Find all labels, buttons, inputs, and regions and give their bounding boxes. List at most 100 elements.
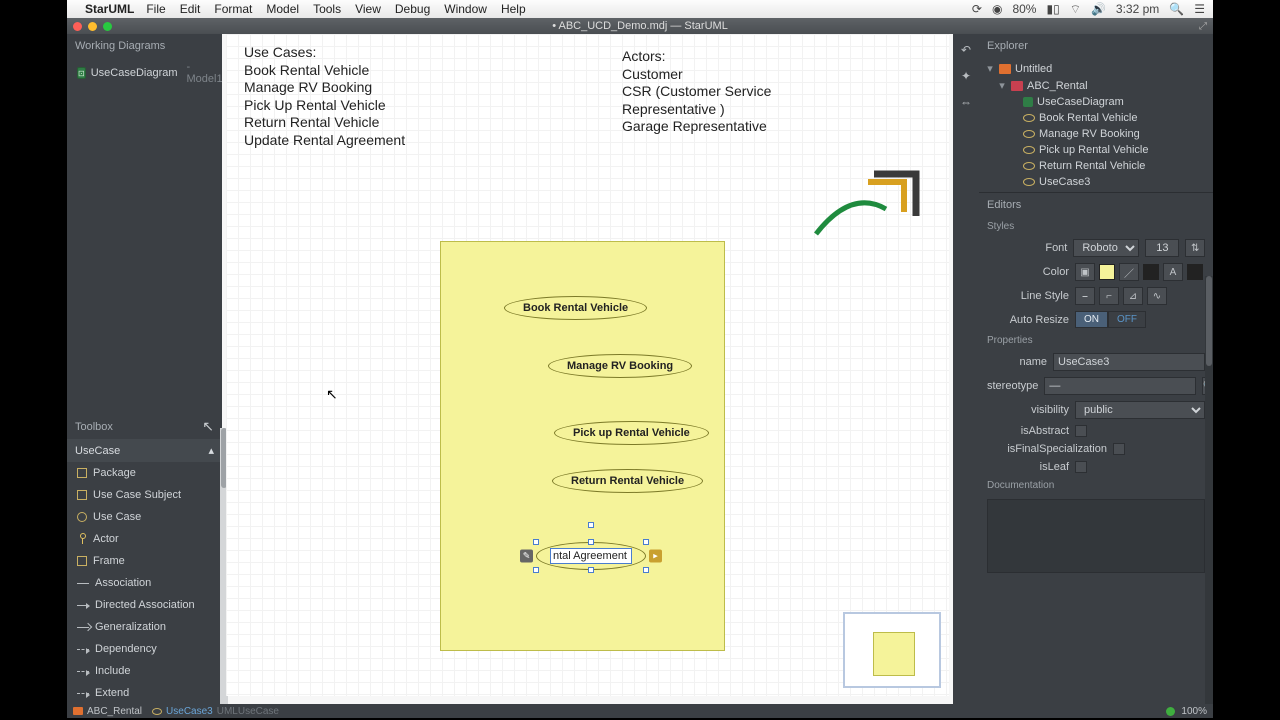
leaf-checkbox[interactable] (1075, 461, 1087, 473)
toolbox-section[interactable]: UseCase ▴ (67, 439, 222, 462)
usecase-icon (152, 708, 162, 715)
gauge-icon[interactable]: ◉ (992, 2, 1002, 16)
abs-label: isAbstract (987, 425, 1069, 437)
working-diagram-suffix: - Model1 (187, 61, 223, 85)
subject-icon (77, 490, 87, 500)
font-select[interactable]: Roboto (1073, 239, 1139, 257)
linestyle-2[interactable]: ⌐ (1099, 287, 1119, 305)
left-sidebar: Working Diagrams ⊡ UseCaseDiagram - Mode… (67, 34, 222, 704)
font-size-input[interactable] (1145, 239, 1179, 257)
battery-icon[interactable]: ▮▯ (1046, 2, 1059, 16)
color-label: Color (987, 266, 1069, 278)
text-icon[interactable]: A (1163, 263, 1183, 281)
tool-dependency[interactable]: Dependency (67, 638, 222, 660)
window-titlebar[interactable]: • ABC_UCD_Demo.mdj — StarUML ⤢ (67, 18, 1213, 34)
app-name[interactable]: StarUML (85, 2, 134, 16)
menu-edit[interactable]: Edit (180, 2, 201, 16)
text-actors: Actors: Customer CSR (Customer Service R… (622, 48, 771, 136)
text-usecases: Use Cases: Book Rental Vehicle Manage RV… (244, 44, 405, 149)
stereo-input[interactable] (1044, 377, 1196, 395)
menu-tools[interactable]: Tools (313, 2, 341, 16)
tool-package[interactable]: Package (67, 462, 222, 484)
explorer-tree[interactable]: ▾Untitled ▾ABC_Rental UseCaseDiagram Boo… (979, 58, 1213, 192)
properties-header: Properties (979, 331, 1213, 350)
fill-icon[interactable]: ▣ (1075, 263, 1095, 281)
tool-directed-association[interactable]: Directed Association (67, 594, 222, 616)
wifi-icon[interactable]: ⌔ (1070, 2, 1081, 17)
spotlight-icon[interactable]: 🔍 (1169, 2, 1184, 16)
menu-debug[interactable]: Debug (395, 2, 430, 16)
font-label: Font (987, 242, 1067, 254)
tool-frame[interactable]: Frame (67, 550, 222, 572)
usecase-return[interactable]: Return Rental Vehicle (552, 469, 703, 493)
usecase-name-input[interactable] (550, 548, 632, 564)
menu-model[interactable]: Model (266, 2, 299, 16)
menu-help[interactable]: Help (501, 2, 526, 16)
text-swatch[interactable] (1187, 264, 1203, 280)
diagram-canvas[interactable]: Use Cases: Book Rental Vehicle Manage RV… (226, 34, 949, 696)
doc-textarea[interactable] (987, 499, 1205, 573)
breadcrumb-element[interactable]: UseCase3UMLUseCase (152, 706, 279, 717)
diagram-badge-icon: ⊡ (77, 67, 86, 79)
toolbox-section-label: UseCase (75, 445, 120, 457)
clock[interactable]: 3:32 pm (1116, 2, 1159, 16)
fs-checkbox[interactable] (1113, 443, 1125, 455)
target-icon[interactable]: ✦ (958, 68, 974, 84)
tool-use-case-subject[interactable]: Use Case Subject (67, 484, 222, 506)
menu-file[interactable]: File (146, 2, 165, 16)
vis-select[interactable]: public (1075, 401, 1205, 419)
undo-icon[interactable]: ↶ (958, 42, 974, 58)
usecase-selected[interactable]: ✎ ▸ (536, 542, 646, 570)
canvas-area[interactable]: Use Cases: Book Rental Vehicle Manage RV… (222, 34, 953, 704)
tool-actor[interactable]: Actor (67, 528, 222, 550)
menu-extras-icon[interactable]: ☰ (1194, 2, 1205, 16)
font-size-stepper[interactable]: ⇅ (1185, 239, 1205, 257)
usecase-book[interactable]: Book Rental Vehicle (504, 296, 647, 320)
line-swatch[interactable] (1143, 264, 1159, 280)
expand-icon[interactable]: ⤢ (1199, 21, 1207, 32)
sync-icon[interactable]: ⟳ (972, 2, 982, 16)
abs-checkbox[interactable] (1075, 425, 1087, 437)
line-icon[interactable]: ／ (1119, 263, 1139, 281)
explorer-title: Explorer (979, 34, 1213, 58)
ext-icon (77, 693, 89, 694)
volume-icon[interactable]: 🔊 (1091, 2, 1106, 16)
assoc-icon (77, 583, 89, 584)
right-scrollbar[interactable] (1205, 276, 1213, 704)
linestyle-4[interactable]: ∿ (1147, 287, 1167, 305)
fill-swatch[interactable] (1099, 264, 1115, 280)
package-icon (77, 468, 87, 478)
quick-right-icon[interactable]: ▸ (649, 550, 662, 563)
menu-format[interactable]: Format (214, 2, 252, 16)
frame-icon (77, 556, 87, 566)
tool-generalization[interactable]: Generalization (67, 616, 222, 638)
diagram-icon (1023, 97, 1033, 107)
minimap[interactable] (843, 612, 941, 688)
working-diagram-item[interactable]: ⊡ UseCaseDiagram - Model1 (67, 58, 222, 88)
tool-use-case[interactable]: Use Case (67, 506, 222, 528)
usecase-icon (1023, 114, 1035, 122)
zoom-level[interactable]: 100% (1181, 706, 1207, 717)
usecase-manage[interactable]: Manage RV Booking (548, 354, 692, 378)
tool-extend[interactable]: Extend (67, 682, 222, 704)
menu-view[interactable]: View (355, 2, 381, 16)
dassoc-icon (77, 605, 89, 606)
menu-window[interactable]: Window (444, 2, 487, 16)
usecase-pickup[interactable]: Pick up Rental Vehicle (554, 421, 709, 445)
pointer-icon[interactable]: ↖ (202, 418, 214, 435)
leaf-label: isLeaf (987, 461, 1069, 473)
window-title: • ABC_UCD_Demo.mdj — StarUML (67, 20, 1213, 32)
vis-label: visibility (987, 404, 1069, 416)
usecase-icon (1023, 162, 1035, 170)
fs-label: isFinalSpecialization (987, 443, 1107, 455)
tool-include[interactable]: Include (67, 660, 222, 682)
autoresize-toggle[interactable]: ON OFF (1075, 311, 1146, 328)
breadcrumb-model[interactable]: ABC_Rental (73, 706, 142, 717)
package-icon (999, 64, 1011, 74)
name-input[interactable] (1053, 353, 1205, 371)
linestyle-3[interactable]: ⊿ (1123, 287, 1143, 305)
tool-association[interactable]: Association (67, 572, 222, 594)
share-icon[interactable]: ⇔ (958, 94, 974, 110)
linestyle-1[interactable]: ⎯ (1075, 287, 1095, 305)
quick-left-icon[interactable]: ✎ (520, 550, 533, 563)
